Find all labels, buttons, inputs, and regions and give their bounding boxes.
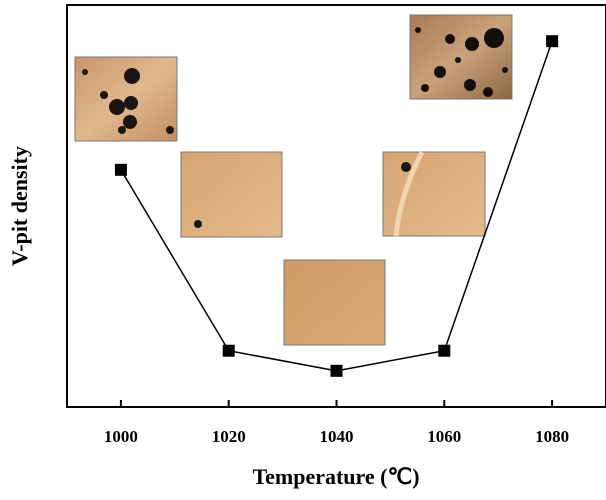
pits bbox=[415, 27, 508, 97]
marker bbox=[330, 364, 343, 377]
y-axis-label: V-pit density bbox=[7, 146, 32, 266]
micrograph bbox=[283, 259, 386, 346]
micrograph bbox=[180, 151, 283, 238]
x-axis-label: Temperature (℃) bbox=[252, 464, 419, 489]
x-tick-label: 1060 bbox=[427, 427, 461, 446]
x-tick-label: 1020 bbox=[212, 427, 246, 446]
marker bbox=[438, 344, 451, 357]
pit bbox=[401, 162, 411, 172]
micrographs bbox=[74, 14, 513, 346]
x-tick-label: 1040 bbox=[320, 427, 354, 446]
pits bbox=[82, 68, 174, 134]
x-tick-label: 1080 bbox=[535, 427, 569, 446]
marker bbox=[114, 163, 127, 176]
marker bbox=[546, 35, 559, 48]
marker bbox=[222, 344, 235, 357]
x-tick-label: 1000 bbox=[104, 427, 138, 446]
pit bbox=[194, 220, 202, 228]
streak bbox=[393, 150, 425, 237]
